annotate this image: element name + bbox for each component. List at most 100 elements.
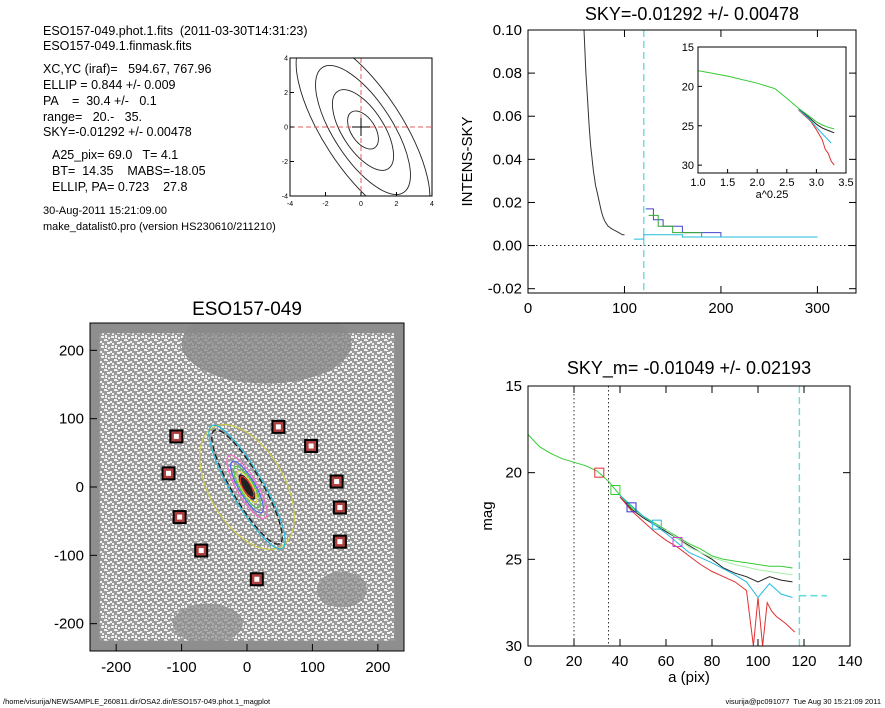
mag-ytick-label: 30 [505, 638, 522, 655]
intens-title: SKY=-0.01292 +/- 0.00478 [585, 4, 799, 24]
contour-xtick-label: -2 [322, 201, 328, 208]
mag-series-2 [619, 496, 796, 646]
inset-series-3 [798, 108, 832, 144]
contour-xtick-label: 2 [395, 201, 399, 208]
magnitude-profile-plot: SKY_m= -0.01049 +/- 0.02193 a (pix) mag 0 20… [479, 358, 863, 686]
profile-marker [594, 467, 605, 478]
header-line-mask: ESO157-049.1.finmask.fits [43, 39, 192, 53]
contour-xtick-label: -4 [287, 201, 293, 208]
header-line-ellip: ELLIP = 0.844 +/- 0.009 [43, 78, 176, 92]
inset-xtick-label: 1.5 [720, 177, 735, 189]
inset-xtick-label: 3.5 [838, 177, 853, 189]
contour-level [347, 110, 379, 150]
galaxy-xtick-label: 0 [243, 659, 251, 676]
contour-ytick-label: -4 [282, 194, 288, 201]
mag-ytick-label: 25 [505, 551, 522, 568]
contour-ytick-label: 0 [284, 125, 288, 132]
mag-series-group [528, 386, 827, 646]
inset-xtick-label: 1.0 [690, 177, 705, 189]
isophote-ellipse [208, 424, 286, 550]
mask-marker-center [337, 539, 343, 545]
mag-xtick-label: 120 [791, 653, 816, 670]
mag-title: SKY_m= -0.01049 +/- 0.02193 [567, 358, 811, 379]
mask-marker-center [308, 443, 314, 449]
header-date: 30-Aug-2011 15:21:09.00 [43, 205, 167, 217]
inset-series-2 [798, 109, 835, 166]
mask-marker-center [177, 514, 183, 520]
header-line-sky: SKY=-0.01292 +/- 0.00478 [43, 125, 192, 139]
inset-series-group [698, 70, 835, 166]
mask-marker-center [275, 424, 281, 430]
contour-xtick-label: 0 [359, 201, 363, 208]
isophote-ellipse [226, 454, 268, 520]
intensity-sky-plot: SKY=-0.01292 +/- 0.00478 INTENS-SKY 0 100 20… [459, 4, 857, 317]
inset-bg [698, 47, 846, 173]
contour-group [295, 58, 431, 196]
inset-ytick-label: 25 [682, 121, 694, 133]
mag-series-4 [665, 529, 793, 576]
mag-xtick-label: 20 [566, 653, 583, 670]
galaxy-xtick-label: 200 [365, 659, 390, 676]
galaxy-ytick-label: -100 [54, 547, 84, 564]
intens-ytick-label: 0.10 [493, 22, 522, 39]
intens-ytick-label: -0.02 [488, 281, 522, 298]
isophote-ellipse [239, 476, 255, 498]
intens-series-1 [645, 208, 818, 238]
inset-ytick-label: 20 [682, 81, 694, 93]
mag-xtick-label: 100 [745, 653, 770, 670]
intens-series-0 [583, 30, 625, 236]
contour-level [315, 65, 411, 195]
intens-series-2 [648, 214, 818, 238]
header-line-filename: ESO157-049.phot.1.fits (2011-03-30T14:31… [43, 24, 308, 38]
header-line-pa: PA = 30.4 +/- 0.1 [43, 94, 157, 108]
mag-xtick-label: 140 [837, 653, 862, 670]
intens-ytick-label: 0.08 [493, 65, 522, 82]
mag-series-3 [619, 494, 793, 599]
mag-ytick-label: 20 [505, 465, 522, 482]
isophote-ellipse [230, 460, 264, 514]
inset-series-1 [798, 108, 835, 134]
inset-xtick-label: 2.5 [779, 177, 794, 189]
galaxy-ytick-label: 200 [59, 342, 84, 359]
mag-series-1 [619, 496, 793, 583]
galaxy-ytick-label: -200 [54, 616, 84, 633]
mag-xtick-label: 80 [704, 653, 721, 670]
intens-ytick-label: 0.02 [493, 194, 522, 211]
intens-series-group [528, 30, 856, 293]
profile-marker [651, 519, 662, 530]
intens-ytick-label: 0.00 [493, 238, 522, 255]
contour-level [332, 89, 394, 171]
inset-xtick-label: 3.0 [809, 177, 824, 189]
inset-xtick-label: 2.0 [750, 177, 765, 189]
mag-frame [527, 385, 851, 647]
footer-path: /home/visurija/NEWSAMPLE_260811.dir/OSA2… [3, 697, 271, 706]
profile-marker [610, 485, 621, 495]
galaxy-image-group [90, 323, 404, 651]
header-program: make_datalist0.pro (version HS230610/211… [43, 221, 276, 233]
profile-marker [672, 537, 683, 547]
intens-ytick-label: 0.06 [493, 108, 522, 125]
mask-marker-center [334, 479, 340, 485]
intens-ytick-label: 0.04 [493, 151, 522, 168]
mask-marker-center [337, 505, 343, 510]
mag-xlabel: a (pix) [668, 669, 710, 686]
intens-xtick-label: 0 [524, 300, 532, 317]
inset-ytick-label: 30 [682, 160, 694, 172]
mask-marker-center [254, 576, 260, 582]
galaxy-ytick-label: 100 [59, 411, 84, 428]
intens-series-3 [634, 234, 818, 240]
inset-ytick-label: 15 [682, 42, 694, 54]
mag-xtick-label: 60 [658, 653, 675, 670]
isophote-ellipse [236, 470, 258, 504]
isophote-ellipse [199, 424, 295, 550]
header-line-a25: A25_pix= 69.0 T= 4.1 [52, 148, 179, 162]
inset-xlabel: a^0.25 [756, 189, 789, 201]
profile-marker [626, 502, 637, 513]
header-line-range: range= 20.- 35. [43, 110, 143, 124]
header-line-center: XC,YC (iraf)= 594.67, 767.96 [43, 62, 212, 76]
intens-xtick-label: 200 [708, 300, 733, 317]
galaxy-ytick-label: 0 [76, 479, 84, 496]
mag-ytick-label: 15 [505, 378, 522, 395]
isophote-ellipse [211, 429, 283, 545]
galaxy-xtick-label: 100 [300, 659, 325, 676]
